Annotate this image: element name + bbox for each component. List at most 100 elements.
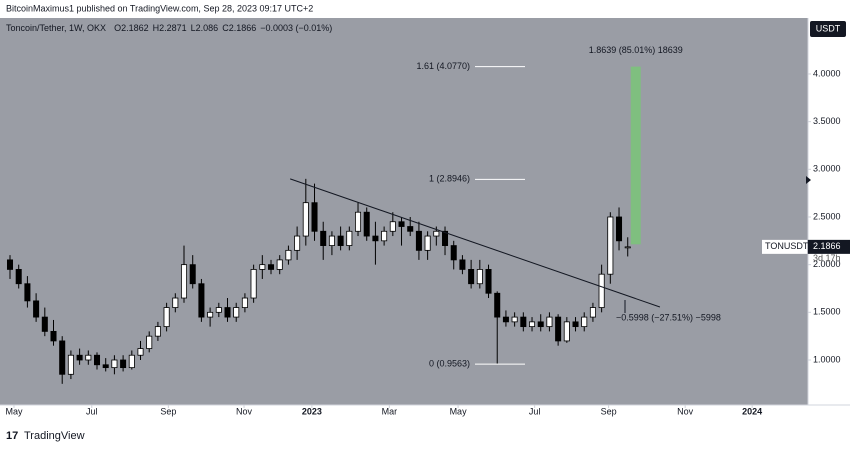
candle-body	[233, 307, 240, 318]
ticker: TONUSDT	[765, 241, 809, 251]
candle-body	[59, 340, 66, 375]
ticker-box	[762, 239, 807, 254]
annotation: −0.5998 (−27.51%) −5998	[616, 312, 721, 322]
projection-box	[630, 66, 641, 245]
candle-body	[41, 316, 48, 332]
candle-body	[389, 221, 396, 232]
candle-body	[372, 235, 379, 242]
symbol-header: Toncoin/Tether, 1W, OKX O2.1862 H2.2871 L2.…	[6, 23, 332, 33]
candle-body	[546, 316, 553, 328]
candle-body	[128, 354, 135, 369]
x-tick-label: Jul	[529, 406, 541, 416]
ohlc-value: 2.1862	[121, 23, 149, 33]
y-tick-label: 2.5000	[813, 211, 841, 221]
arrow	[806, 176, 811, 184]
candle-body	[137, 348, 144, 356]
candle-body	[163, 307, 170, 328]
candle-body	[355, 211, 362, 232]
candle-body	[537, 321, 544, 328]
candle-body	[607, 216, 614, 275]
candle-body	[198, 283, 205, 318]
y-tick-label: 1.5000	[813, 307, 841, 317]
candle-body	[76, 354, 83, 361]
candle-body	[250, 269, 257, 299]
projection-label: 1.8639 (85.01%) 18639	[589, 45, 683, 55]
candle-body	[285, 249, 292, 261]
currency: USDT	[816, 23, 841, 33]
candle-body	[102, 364, 109, 369]
candle-body	[581, 316, 588, 328]
candle-body	[529, 321, 536, 328]
ohlc-label: C	[222, 23, 229, 33]
y-tick-label: 3.0000	[813, 164, 841, 174]
change: −0.0003 (−0.01%)	[260, 23, 332, 33]
symbol-title: Toncoin/Tether, 1W, OKX	[6, 23, 106, 33]
x-tick-label: Sep	[160, 406, 176, 416]
ohlc-value: 2.2871	[159, 23, 187, 33]
candle-body	[276, 259, 283, 270]
candle-body	[154, 326, 161, 337]
candle-body	[302, 202, 309, 237]
candle-body	[33, 300, 40, 318]
candle-body	[424, 235, 431, 251]
x-tick-label: Nov	[677, 406, 694, 416]
candle-body	[189, 264, 196, 285]
candle-body	[215, 307, 222, 313]
y-tick-label: 1.0000	[813, 354, 841, 364]
candle-body	[363, 211, 370, 237]
ohlc-label: H	[153, 23, 160, 33]
candle-body	[85, 354, 92, 361]
ohlc-value: 2.086	[196, 23, 219, 33]
currency-box	[810, 21, 846, 37]
price-label: 2.1866	[813, 241, 841, 251]
candle-body	[555, 316, 562, 342]
candle-body	[624, 246, 631, 249]
footer: TradingView	[24, 430, 85, 442]
candle-body	[259, 264, 266, 270]
candle-body	[337, 235, 344, 246]
published: BitcoinMaximus1 published on TradingView…	[6, 3, 313, 13]
candle-body	[511, 316, 518, 323]
candle-body	[93, 354, 101, 366]
x-tick-label: 2023	[302, 406, 322, 416]
candle-body	[398, 221, 405, 227]
candle-body	[6, 259, 14, 270]
candle-body	[616, 216, 623, 242]
ohlc-value: 2.1866	[229, 23, 257, 33]
candle-body	[111, 359, 118, 369]
candle-body	[442, 230, 449, 246]
candle-body	[207, 311, 214, 318]
candle-body	[476, 269, 483, 285]
candle-body	[320, 230, 327, 246]
candle-body	[50, 330, 57, 342]
candle-body	[589, 307, 596, 318]
candle-body	[294, 235, 301, 251]
x-tick-label: 2024	[742, 406, 762, 416]
x-tick-label: May	[450, 406, 468, 416]
candle-body	[563, 321, 570, 342]
trendline	[289, 178, 661, 308]
countdown: 3d 17h	[813, 253, 841, 263]
logo: 17	[6, 430, 18, 442]
plot-background	[0, 18, 808, 405]
candle-body	[67, 354, 74, 375]
fib-label: 1 (2.8946)	[429, 174, 470, 184]
y-tick-label: 4.0000	[813, 68, 841, 78]
x-tick-label: Nov	[236, 406, 253, 416]
candle-body	[415, 230, 422, 251]
candle-body	[407, 226, 414, 232]
ohlc-label: O	[114, 23, 121, 33]
candle-body	[572, 321, 579, 328]
x-tick-label: Mar	[382, 406, 398, 416]
candle-body	[172, 297, 179, 308]
ohlc-label: L	[191, 23, 196, 33]
price-box	[808, 239, 850, 254]
candle-body	[346, 230, 353, 246]
candle-body	[502, 316, 509, 323]
candle-body	[24, 283, 31, 302]
candle-body	[241, 297, 248, 308]
x-tick-label: May	[5, 406, 23, 416]
x-tick-label: Sep	[601, 406, 617, 416]
candle-body	[494, 292, 501, 318]
